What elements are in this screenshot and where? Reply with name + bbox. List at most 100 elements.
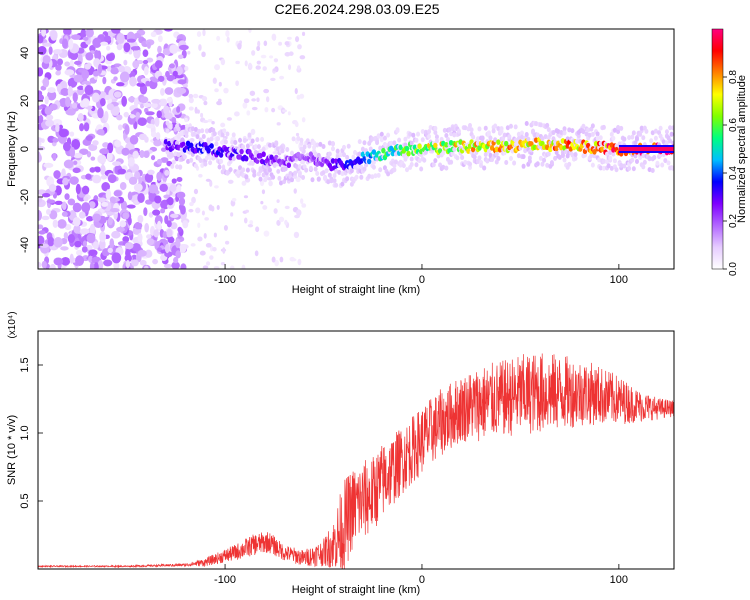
spectrogram-scatter-cell (214, 88, 219, 93)
spectrogram-noise-cell (75, 183, 81, 195)
spectrogram-halo-cell (427, 129, 432, 135)
spectrogram-halo-cell (362, 166, 367, 172)
spectrogram-noise-cell (137, 192, 145, 203)
spectrogram-noise-cell (143, 150, 150, 158)
spectrogram-x-tick-label: 0 (419, 274, 425, 286)
spectrogram-halo-cell (307, 143, 312, 149)
spectrogram-halo-cell (283, 166, 288, 172)
spectrogram-ridge-cell (504, 140, 509, 147)
spectrogram-scatter-cell (300, 198, 304, 205)
spectrogram-halo-cell (367, 173, 372, 179)
spectrogram-noise-cell (176, 105, 181, 113)
spectrogram-noise-cell (52, 137, 59, 143)
spectrogram-noise-cell (47, 90, 57, 101)
spectrogram-noise-cell (100, 164, 106, 176)
spectrogram-halo-cell (641, 153, 646, 159)
spectrogram-noise-cell (74, 240, 82, 248)
spectrogram-scatter-cell (201, 96, 208, 102)
spectrogram-halo-cell (297, 164, 302, 170)
spectrogram-scatter-cell (299, 55, 306, 60)
spectrogram-noise-cell (118, 65, 126, 73)
spectrogram-halo-cell (633, 140, 638, 146)
spectrogram-halo-cell (666, 160, 671, 166)
spectrogram-noise-cell (38, 137, 43, 143)
spectrogram-halo-cell (586, 127, 591, 133)
spectrogram-halo-cell (304, 167, 309, 173)
spectrogram-halo-cell (176, 152, 181, 158)
spectrogram-halo-cell (456, 128, 461, 134)
spectrogram-scatter-cell (193, 188, 199, 195)
spectrogram-scatter-cell (301, 31, 306, 37)
spectrogram-ridge-cell (489, 145, 495, 151)
spectrogram-noise-cell (132, 150, 139, 159)
spectrogram-noise-cell (145, 80, 151, 87)
spectrogram-ridge-cell (532, 144, 537, 151)
spectrogram-halo-cell (334, 182, 339, 188)
spectrogram-scatter-cell (251, 106, 258, 111)
spectrogram-halo-cell (297, 171, 302, 177)
spectrogram-halo-cell (422, 157, 427, 163)
spectrogram-scatter-cell (227, 179, 234, 184)
spectrogram-noise-cell (129, 134, 139, 145)
spectrogram-noise-cell (126, 204, 136, 209)
spectrogram-halo-cell (176, 126, 181, 132)
spectrogram-x-label: Height of straight line (km) (292, 284, 420, 296)
spectrogram-halo-cell (507, 134, 512, 140)
spectrogram-halo-cell (545, 122, 550, 128)
spectrogram-halo-cell (590, 123, 595, 129)
spectrogram-halo-cell (427, 133, 432, 139)
spectrogram-halo-cell (493, 123, 498, 129)
spectrogram-scatter-cell (251, 50, 256, 56)
spectrogram-scatter-cell (263, 88, 270, 94)
spectrogram-halo-cell (261, 172, 266, 178)
spectrogram-halo-cell (486, 148, 491, 154)
spectrogram-halo-cell (664, 129, 669, 135)
spectrogram-halo-cell (557, 154, 562, 160)
spectrogram-noise-cell (160, 157, 169, 163)
spectrogram-noise-cell (78, 211, 86, 219)
spectrogram-halo-cell (450, 151, 455, 157)
spectrogram-noise-cell (116, 114, 123, 121)
spectrogram-noise-cell (111, 230, 121, 239)
spectrogram-halo-cell (206, 137, 211, 143)
spectrogram-halo-cell (634, 136, 639, 142)
spectrogram-noise-cell (44, 106, 53, 116)
spectrogram-noise-cell (164, 112, 173, 120)
spectrogram-scatter-cell (201, 51, 206, 58)
spectrogram-halo-cell (208, 155, 213, 161)
spectrogram-scatter-cell (251, 98, 257, 102)
spectrogram-noise-cell (135, 111, 141, 118)
spectrogram-halo-cell (573, 155, 578, 161)
spectrogram-panel: -100 0 100 -40 -20 0 20 40 Height of straight l… (6, 28, 748, 296)
spectrogram-scatter-cell (263, 40, 268, 47)
spectrogram-noise-cell (154, 116, 160, 128)
spectrogram-scatter-cell (188, 97, 194, 104)
spectrogram-noise-cell (140, 103, 145, 109)
spectrogram-halo-cell (449, 159, 454, 165)
spectrogram-halo-cell (357, 151, 362, 157)
spectrogram-halo-cell (357, 139, 362, 145)
spectrogram-halo-cell (170, 163, 175, 169)
spectrogram-halo-cell (345, 176, 350, 182)
spectrogram-noise-cell (127, 216, 132, 226)
spectrogram-scatter-cell (278, 41, 283, 46)
spectrogram-noise-cell (69, 51, 79, 61)
spectrogram-scatter-cell (224, 240, 230, 245)
spectrogram-noise-cell (89, 261, 95, 269)
snr-x-tick-label: 100 (610, 574, 628, 586)
spectrogram-scatter-cell (223, 225, 228, 231)
spectrogram-halo-cell (171, 159, 176, 165)
spectrogram-halo-cell (241, 144, 246, 150)
spectrogram-ridge-cell (193, 147, 199, 154)
spectrogram-halo-cell (556, 129, 561, 135)
spectrogram-halo-cell (589, 153, 594, 159)
spectrogram-halo-cell (479, 163, 484, 169)
spectrogram-halo-cell (182, 154, 187, 160)
spectrogram-noise-cell (75, 255, 85, 266)
spectrogram-noise-cell (72, 152, 83, 159)
spectrogram-noise-cell (147, 169, 155, 175)
spectrogram-noise-cell (53, 257, 64, 266)
spectrogram-noise-cell (38, 151, 41, 163)
spectrogram-halo-cell (277, 175, 282, 181)
